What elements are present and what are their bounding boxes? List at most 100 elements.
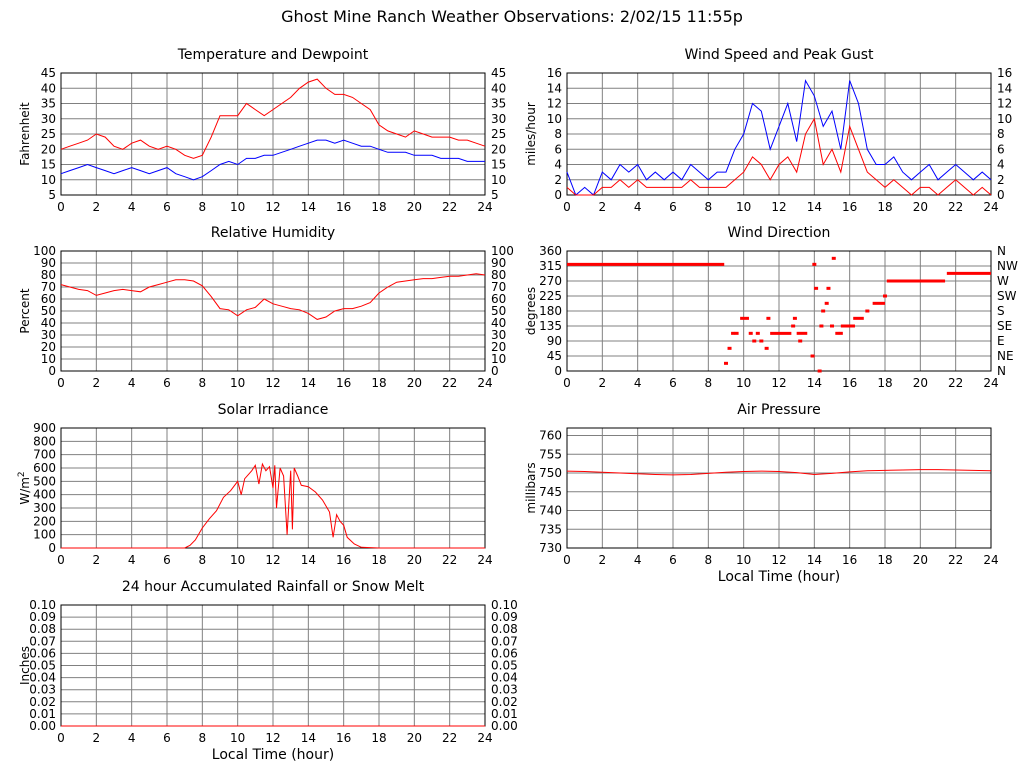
- x-tick-label: 22: [442, 731, 457, 745]
- x-tick-label: 20: [407, 553, 422, 567]
- y-tick-label: 5: [48, 188, 56, 202]
- x-tick-label: 2: [599, 376, 607, 390]
- humidity-ylabel: Percent: [18, 288, 32, 333]
- y-tick-label: 100: [33, 528, 56, 542]
- temperature-series-1: [60, 139, 485, 181]
- solar-series-0: [61, 462, 485, 549]
- temperature-plot-frame: [60, 72, 486, 196]
- y-tick-label: 0.01: [29, 707, 56, 721]
- x-tick-label: 4: [128, 731, 136, 745]
- x-tick-label: 12: [771, 553, 786, 567]
- direction-point: [792, 316, 797, 320]
- y-tick-label: 735: [539, 522, 562, 536]
- x-tick-label: 22: [442, 200, 457, 214]
- x-tick-label: 10: [230, 200, 245, 214]
- right-tick-label: 10: [997, 112, 1012, 126]
- right-tick-label: 90: [491, 256, 506, 270]
- x-tick-label: 12: [771, 200, 786, 214]
- direction-point: [759, 339, 764, 343]
- x-tick-label: 10: [230, 731, 245, 745]
- x-tick-label: 6: [163, 376, 171, 390]
- x-tick-label: 8: [705, 200, 713, 214]
- right-tick-label: 5: [491, 188, 499, 202]
- right-tick-label: 2: [997, 173, 1005, 187]
- x-tick-label: 10: [230, 553, 245, 567]
- direction-point: [812, 262, 817, 266]
- y-tick-label: 2: [554, 173, 562, 187]
- direction-point: [835, 331, 840, 335]
- y-tick-label: 135: [539, 319, 562, 333]
- y-tick-label: 12: [547, 97, 562, 111]
- temperature-title: Temperature and Dewpoint: [177, 47, 369, 63]
- right-tick-label: 0.03: [491, 683, 518, 697]
- x-tick-label: 12: [265, 731, 280, 745]
- y-tick-label: 0: [48, 364, 56, 378]
- x-tick-label: 18: [877, 376, 892, 390]
- x-tick-label: 8: [199, 731, 207, 745]
- y-tick-label: 755: [539, 447, 562, 461]
- x-tick-label: 24: [477, 200, 492, 214]
- y-tick-label: 0.08: [29, 622, 56, 636]
- x-tick-label: 18: [371, 200, 386, 214]
- right-tick-label: 40: [491, 316, 506, 330]
- direction-point: [830, 324, 834, 328]
- direction-point: [755, 331, 760, 335]
- y-tick-label: 4: [554, 158, 562, 172]
- x-tick-label: 18: [371, 731, 386, 745]
- right-tick-label: SE: [997, 319, 1012, 333]
- y-tick-label: 60: [41, 292, 56, 306]
- wind-speed-series-0: [566, 79, 992, 196]
- y-tick-label: 0.03: [29, 683, 56, 697]
- y-tick-label: 0.00: [29, 719, 56, 733]
- x-tick-label: 8: [199, 200, 207, 214]
- wind-speed-title: Wind Speed and Peak Gust: [685, 47, 874, 63]
- x-tick-label: 18: [371, 376, 386, 390]
- direction-point: [748, 331, 753, 335]
- y-tick-label: 0.05: [29, 659, 56, 673]
- right-tick-label: NW: [997, 259, 1018, 273]
- x-tick-label: 22: [442, 376, 457, 390]
- temperature-ylabel: Fahrenheit: [18, 102, 32, 166]
- x-tick-label: 2: [93, 731, 101, 745]
- pressure-title: Air Pressure: [737, 402, 820, 418]
- wind-speed-ylabel: miles/hour: [524, 102, 538, 166]
- x-tick-label: 22: [948, 553, 963, 567]
- right-tick-label: 0.05: [491, 659, 518, 673]
- x-tick-label: 0: [57, 200, 65, 214]
- ylabel-superscript: 2: [17, 471, 27, 477]
- direction-point: [819, 324, 824, 328]
- x-tick-label: 0: [57, 731, 65, 745]
- y-tick-label: 10: [547, 112, 562, 126]
- x-tick-label: 14: [301, 376, 316, 390]
- y-tick-label: 360: [539, 244, 562, 258]
- x-tick-label: 10: [736, 376, 751, 390]
- right-tick-label: N: [997, 244, 1006, 258]
- right-tick-label: 0.04: [491, 671, 518, 685]
- right-tick-label: 20: [491, 340, 506, 354]
- y-tick-label: 0.02: [29, 695, 56, 709]
- right-tick-label: 14: [997, 81, 1012, 95]
- x-tick-label: 18: [877, 553, 892, 567]
- y-tick-label: 30: [41, 112, 56, 126]
- y-tick-label: 14: [547, 81, 562, 95]
- y-tick-label: 15: [41, 158, 56, 172]
- direction-point: [727, 346, 732, 350]
- x-tick-label: 20: [407, 200, 422, 214]
- direction-point: [798, 339, 803, 343]
- right-tick-label: 0.09: [491, 610, 518, 624]
- x-tick-label: 20: [913, 553, 928, 567]
- x-tick-label: 2: [599, 553, 607, 567]
- x-tick-label: 22: [948, 376, 963, 390]
- y-tick-label: 500: [33, 474, 56, 488]
- right-tick-label: 4: [997, 158, 1005, 172]
- x-tick-label: 4: [634, 553, 642, 567]
- y-tick-label: 45: [547, 349, 562, 363]
- y-tick-label: 45: [41, 66, 56, 80]
- right-tick-label: 12: [997, 97, 1012, 111]
- right-tick-label: 30: [491, 112, 506, 126]
- direction-point: [766, 316, 771, 320]
